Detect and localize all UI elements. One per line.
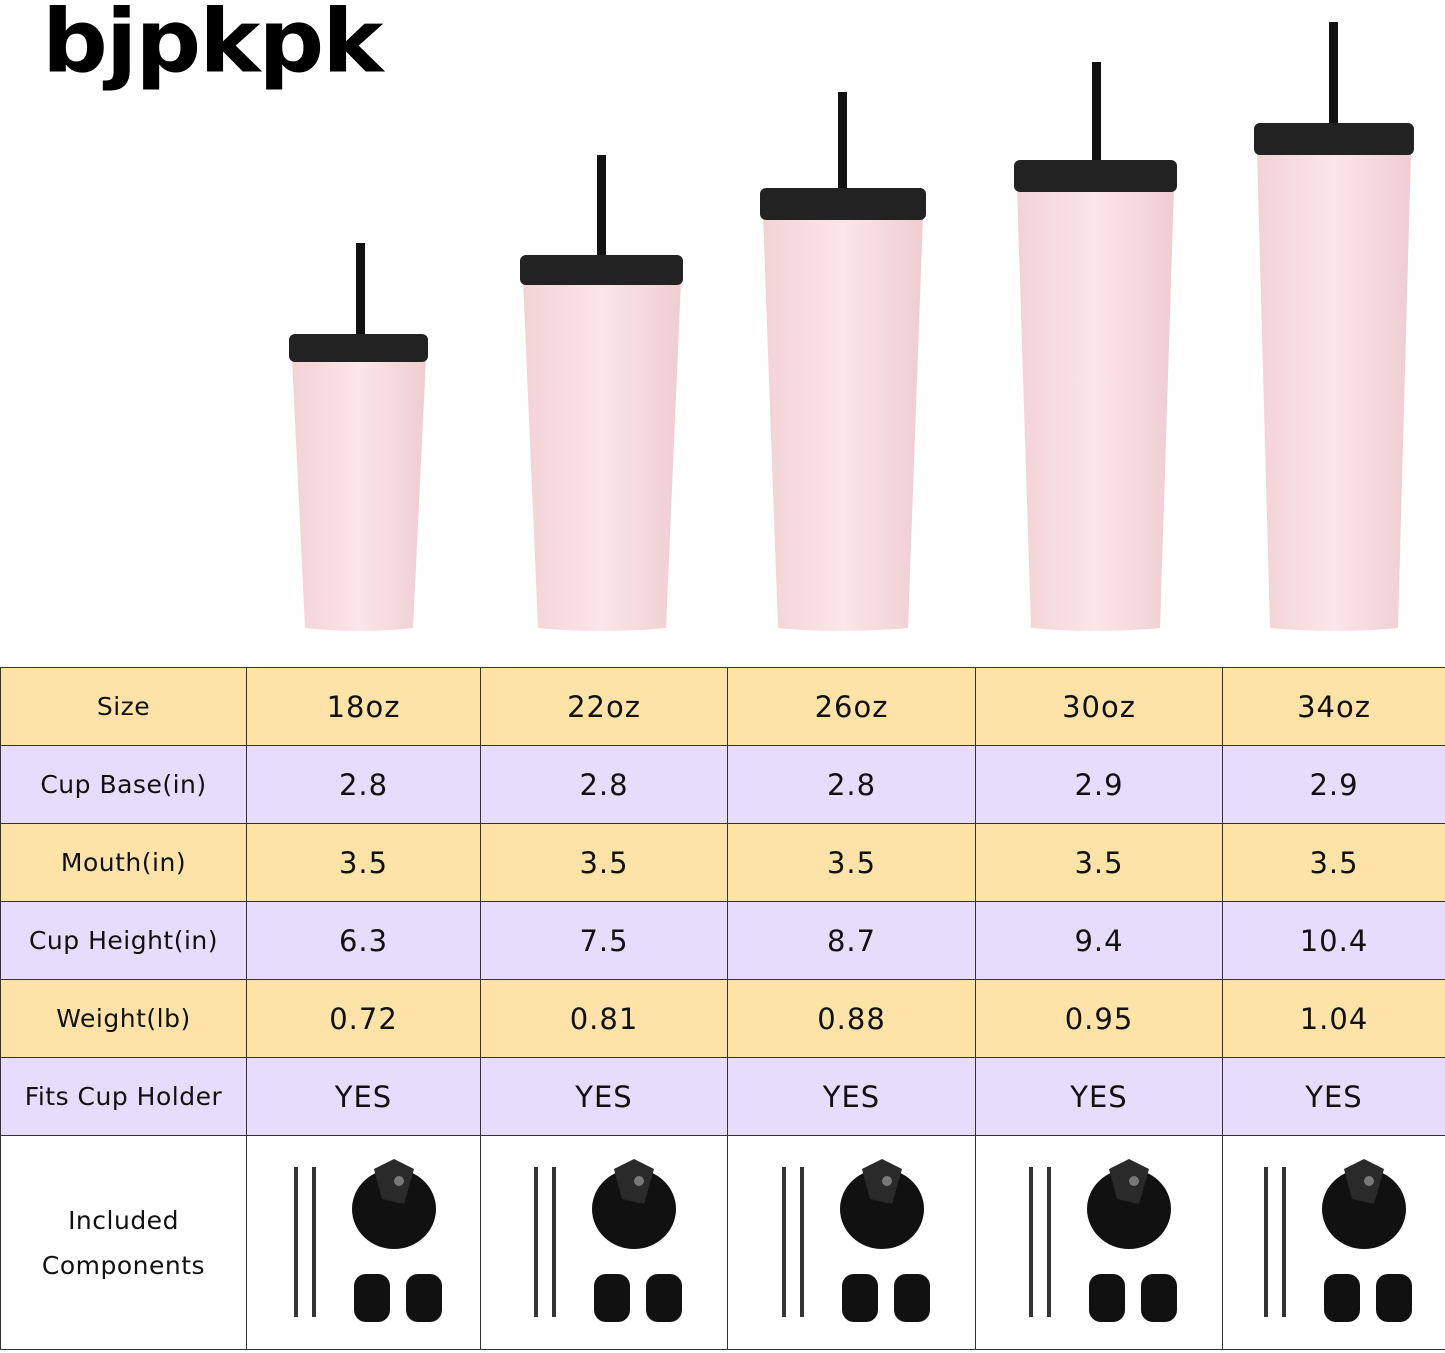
label-cell: Fits Cup Holder: [0, 1057, 247, 1136]
cup: [289, 243, 428, 631]
value-cell: 10.4: [1222, 901, 1445, 980]
cup: [760, 92, 926, 631]
value-cell: 0.72: [246, 979, 481, 1058]
components-illustration: [534, 1159, 682, 1322]
table-row: Mouth(in) 3.5 3.5 3.5 3.5 3.5: [0, 823, 1445, 902]
value-cell: 26oz: [727, 667, 976, 746]
components-illustration: [1264, 1159, 1412, 1322]
cup: [1014, 62, 1177, 631]
value-cell: 2.8: [727, 745, 976, 824]
value-cell: 34oz: [1222, 667, 1445, 746]
cup: [520, 155, 683, 631]
value-cell: YES: [727, 1057, 976, 1136]
components-cell: [1222, 1135, 1445, 1350]
table-row: Size 18oz 22oz 26oz 30oz 34oz: [0, 667, 1445, 746]
components-cell: [727, 1135, 976, 1350]
cup: [1254, 22, 1414, 631]
value-cell: 6.3: [246, 901, 481, 980]
components-cell: [480, 1135, 728, 1350]
label-cell: Included Components: [0, 1135, 247, 1350]
value-cell: 0.81: [480, 979, 728, 1058]
brand-logo: bjpkpk: [42, 0, 383, 93]
table-row: Fits Cup Holder YES YES YES YES YES: [0, 1057, 1445, 1136]
table-row: Cup Height(in) 6.3 7.5 8.7 9.4 10.4: [0, 901, 1445, 980]
value-cell: 3.5: [975, 823, 1223, 902]
components-illustration: [1029, 1159, 1177, 1322]
value-cell: YES: [975, 1057, 1223, 1136]
value-cell: 0.88: [727, 979, 976, 1058]
components-illustration: [781, 1159, 930, 1322]
value-cell: 7.5: [480, 901, 728, 980]
label-cell: Cup Height(in): [0, 901, 247, 980]
value-cell: 1.04: [1222, 979, 1445, 1058]
value-cell: 3.5: [246, 823, 481, 902]
value-cell: YES: [246, 1057, 481, 1136]
value-cell: 18oz: [246, 667, 481, 746]
label-cell: Cup Base(in): [0, 745, 247, 824]
value-cell: 3.5: [727, 823, 976, 902]
value-cell: YES: [1222, 1057, 1445, 1136]
value-cell: 8.7: [727, 901, 976, 980]
components-illustration: [293, 1159, 442, 1322]
components-row: Included Components: [0, 1135, 1445, 1350]
value-cell: 22oz: [480, 667, 728, 746]
value-cell: 2.8: [246, 745, 481, 824]
value-cell: 2.9: [1222, 745, 1445, 824]
components-cell: [246, 1135, 481, 1350]
value-cell: 2.8: [480, 745, 728, 824]
table-row: Weight(lb) 0.72 0.81 0.88 0.95 1.04: [0, 979, 1445, 1058]
label-cell: Weight(lb): [0, 979, 247, 1058]
value-cell: 0.95: [975, 979, 1223, 1058]
value-cell: 30oz: [975, 667, 1223, 746]
value-cell: 9.4: [975, 901, 1223, 980]
components-cell: [975, 1135, 1223, 1350]
cup-illustrations: [289, 22, 1414, 631]
value-cell: 3.5: [1222, 823, 1445, 902]
value-cell: 3.5: [480, 823, 728, 902]
spec-table: Size 18oz 22oz 26oz 30oz 34oz Cup Base(in) 2.8 2…: [0, 667, 1445, 1350]
value-cell: YES: [480, 1057, 728, 1136]
value-cell: 2.9: [975, 745, 1223, 824]
label-cell: Mouth(in): [0, 823, 247, 902]
table-row: Cup Base(in) 2.8 2.8 2.8 2.9 2.9: [0, 745, 1445, 824]
label-cell: Size: [0, 667, 247, 746]
